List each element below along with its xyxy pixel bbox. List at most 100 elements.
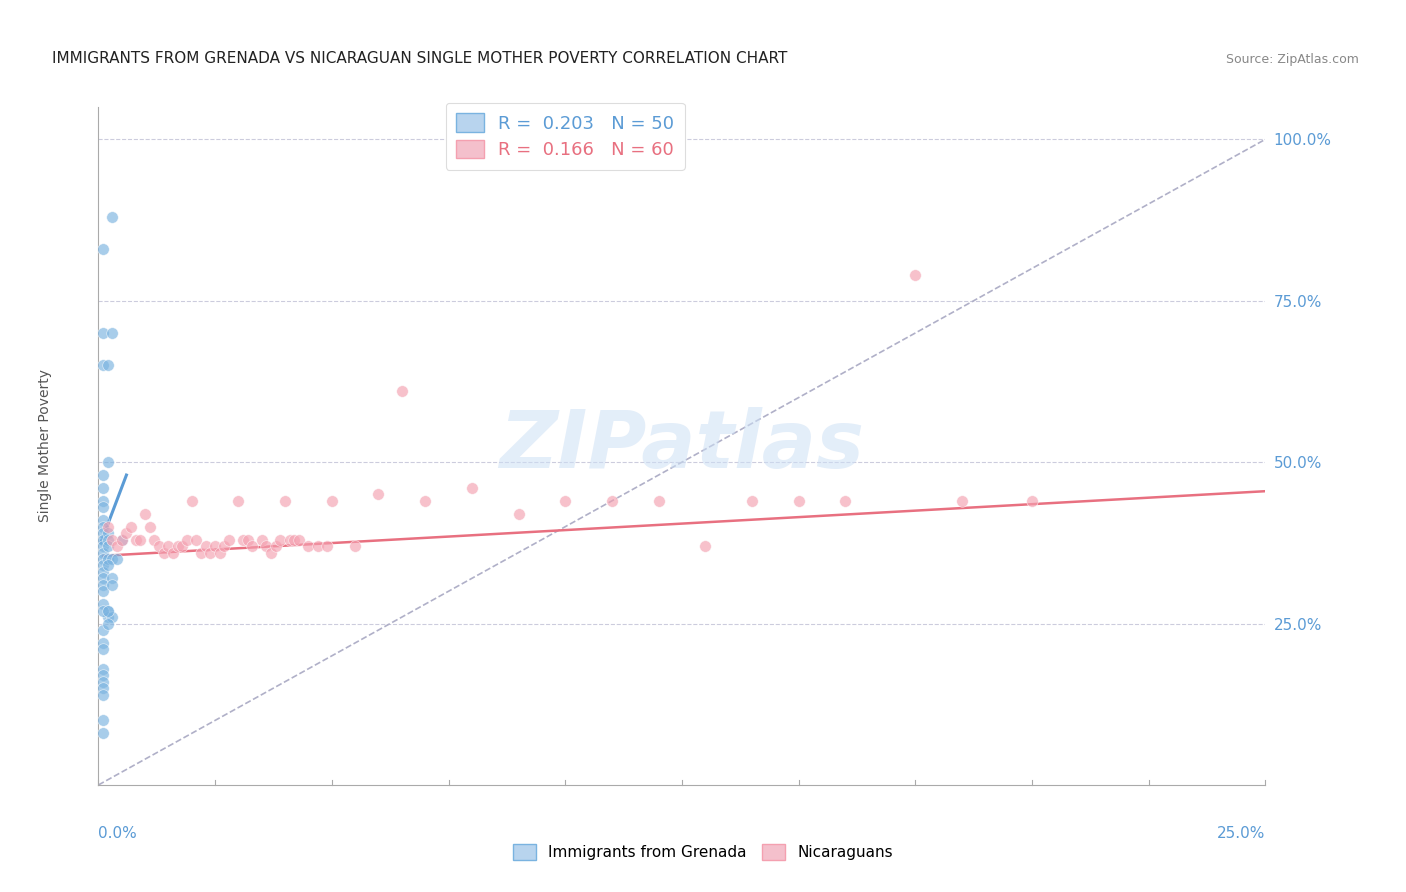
Point <box>91 578 114 592</box>
Point <box>787 494 810 508</box>
Point <box>91 662 114 676</box>
Point <box>208 545 231 559</box>
Point <box>180 494 202 508</box>
Point <box>321 494 343 508</box>
Point <box>269 533 291 547</box>
Point <box>111 533 134 547</box>
Point <box>91 668 114 682</box>
Point <box>554 494 576 508</box>
Point <box>741 494 763 508</box>
Point <box>904 268 927 282</box>
Point <box>190 545 212 559</box>
Point <box>950 494 973 508</box>
Point <box>120 519 142 533</box>
Point <box>91 681 114 695</box>
Legend: Immigrants from Grenada, Nicaraguans: Immigrants from Grenada, Nicaraguans <box>508 838 898 866</box>
Point <box>91 597 114 611</box>
Point <box>91 359 114 373</box>
Point <box>162 545 184 559</box>
Point <box>97 604 120 618</box>
Point <box>391 384 413 398</box>
Point <box>214 539 236 553</box>
Point <box>274 494 297 508</box>
Point <box>97 610 120 624</box>
Point <box>105 552 128 566</box>
Point <box>97 604 120 618</box>
Point <box>91 500 114 515</box>
Point <box>288 533 311 547</box>
Point <box>204 539 226 553</box>
Point <box>91 526 114 541</box>
Point <box>194 539 217 553</box>
Point <box>97 616 120 631</box>
Point <box>97 552 120 566</box>
Point <box>91 468 114 483</box>
Point <box>105 539 128 553</box>
Point <box>242 539 264 553</box>
Point <box>508 507 530 521</box>
Point <box>101 533 124 547</box>
Point <box>228 494 250 508</box>
Point <box>1021 494 1043 508</box>
Point <box>91 688 114 702</box>
Point <box>297 539 319 553</box>
Point <box>97 455 120 469</box>
Point <box>834 494 856 508</box>
Point <box>143 533 166 547</box>
Point <box>278 533 301 547</box>
Point <box>97 533 120 547</box>
Point <box>166 539 188 553</box>
Point <box>600 494 623 508</box>
Point <box>200 545 222 559</box>
Point <box>307 539 329 553</box>
Point <box>101 610 124 624</box>
Point <box>101 552 124 566</box>
Point <box>218 533 240 547</box>
Point <box>101 578 124 592</box>
Text: 25.0%: 25.0% <box>1218 826 1265 840</box>
Point <box>344 539 367 553</box>
Point <box>111 533 134 547</box>
Point <box>91 539 114 553</box>
Point <box>260 545 283 559</box>
Point <box>236 533 259 547</box>
Point <box>115 526 138 541</box>
Point <box>91 571 114 585</box>
Point <box>186 533 208 547</box>
Point <box>413 494 436 508</box>
Point <box>91 714 114 728</box>
Point <box>91 326 114 340</box>
Point <box>91 519 114 533</box>
Point <box>152 545 174 559</box>
Point <box>91 513 114 527</box>
Point <box>91 604 114 618</box>
Text: ZIPatlas: ZIPatlas <box>499 407 865 485</box>
Point <box>97 558 120 573</box>
Point <box>250 533 273 547</box>
Point <box>172 539 194 553</box>
Text: Single Mother Poverty: Single Mother Poverty <box>38 369 52 523</box>
Point <box>91 565 114 579</box>
Point <box>101 571 124 585</box>
Point <box>91 674 114 689</box>
Point <box>139 519 162 533</box>
Point <box>101 210 124 224</box>
Point <box>91 481 114 495</box>
Point <box>91 623 114 637</box>
Point <box>283 533 305 547</box>
Point <box>91 545 114 559</box>
Point <box>97 539 120 553</box>
Point <box>157 539 180 553</box>
Point <box>91 242 114 256</box>
Point <box>256 539 278 553</box>
Point <box>129 533 152 547</box>
Point <box>316 539 339 553</box>
Point <box>647 494 669 508</box>
Point <box>264 539 287 553</box>
Point <box>134 507 156 521</box>
Point <box>97 359 120 373</box>
Legend: R =  0.203   N = 50, R =  0.166   N = 60: R = 0.203 N = 50, R = 0.166 N = 60 <box>446 103 685 170</box>
Point <box>91 494 114 508</box>
Point <box>97 519 120 533</box>
Point <box>367 487 389 501</box>
